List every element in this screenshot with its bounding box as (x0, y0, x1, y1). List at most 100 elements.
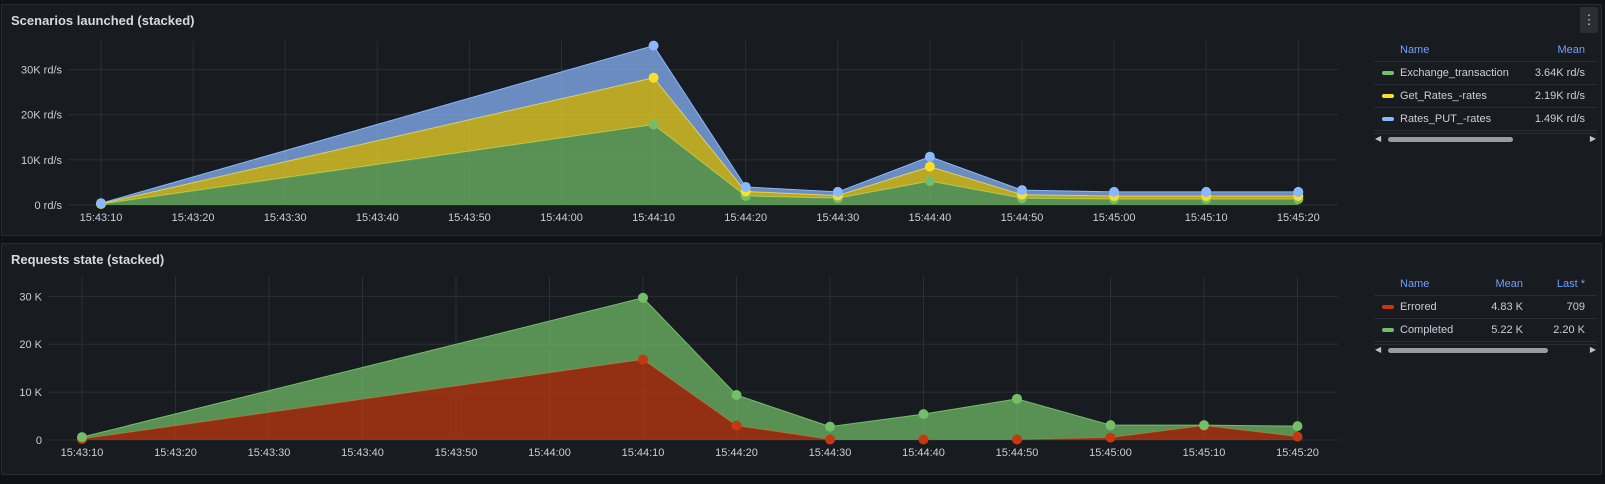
data-point-2 (648, 40, 659, 51)
x-tick-label: 15:44:10 (622, 447, 665, 459)
x-tick-label: 15:43:20 (154, 447, 197, 459)
legend-horizontal-scrollbar[interactable]: ◀ ▶ (1374, 133, 1597, 144)
data-point-1 (825, 421, 835, 432)
y-tick-label: 20K rd/s (21, 110, 62, 122)
scenarios-launched-panel: Scenarios launched (stacked) ⋮ 0 rd/s 10K… (1, 4, 1602, 236)
legend-header-mean[interactable]: Mean (1557, 44, 1585, 56)
x-tick-label: 15:44:30 (809, 447, 852, 459)
requests-state-panel: Requests state (stacked) 0 10 K 20 K 30 K 15… (1, 243, 1602, 475)
legend-horizontal-scrollbar[interactable]: ◀ ▶ (1374, 344, 1597, 355)
x-tick-label: 15:43:10 (80, 212, 123, 224)
x-tick-label: 15:44:00 (540, 212, 583, 224)
panel-title: Scenarios launched (stacked) (11, 13, 195, 28)
x-tick-label: 15:45:20 (1277, 212, 1320, 224)
series-color-swatch (1382, 94, 1394, 98)
legend-series-mean: 2.19K rd/s (1534, 90, 1585, 102)
scroll-right-icon[interactable]: ▶ (1589, 345, 1596, 354)
data-point-0 (1292, 431, 1303, 442)
series-area-0 (101, 124, 1299, 205)
data-point-2 (96, 198, 106, 209)
legend-row-exchange-transaction[interactable]: Exchange_transaction 3.64K rd/s (1374, 62, 1597, 85)
data-point-0 (638, 354, 648, 365)
series-color-swatch (1382, 305, 1394, 309)
data-point-1 (1199, 420, 1209, 431)
scenarios-launched-chart[interactable]: 0 rd/s 10K rd/s 20K rd/s 30K rd/s 15:43:10 15… (2, 5, 1347, 237)
data-point-1 (731, 389, 742, 400)
legend-header-mean[interactable]: Mean (1495, 278, 1523, 290)
x-tick-label: 15:43:20 (172, 212, 215, 224)
legend-header-name[interactable]: Name (1400, 44, 1430, 56)
data-point-2 (740, 181, 751, 192)
data-point-1 (1012, 393, 1022, 404)
legend-header: Name Mean Last * (1374, 273, 1597, 296)
data-point-0 (924, 176, 935, 187)
x-tick-label: 15:44:00 (528, 447, 571, 459)
series-area-2 (101, 45, 1299, 204)
legend-row-errored[interactable]: Errored 4.83 K 709 (1374, 296, 1597, 319)
y-tick-label: 30K rd/s (21, 65, 62, 77)
x-tick-label: 15:43:30 (248, 447, 291, 459)
legend-series-last: 709 (1566, 301, 1585, 313)
legend-row-get-rates[interactable]: Get_Rates_-rates 2.19K rd/s (1374, 85, 1597, 108)
legend-series-name: Completed (1400, 324, 1454, 336)
kebab-menu-icon[interactable]: ⋮ (1580, 7, 1598, 33)
data-point-0 (825, 434, 835, 445)
data-point-1 (1105, 420, 1116, 431)
data-point-0 (731, 420, 742, 431)
x-tick-label: 15:43:30 (264, 212, 307, 224)
y-tick-label: 20 K (19, 339, 42, 351)
x-tick-label: 15:43:10 (61, 447, 104, 459)
x-tick-label: 15:44:20 (715, 447, 758, 459)
data-point-0 (648, 119, 659, 130)
legend-series-last: 2.20 K (1553, 324, 1585, 336)
chart-legend: Name Mean Exchange_transaction 3.64K rd/… (1374, 39, 1597, 144)
data-point-2 (1293, 186, 1304, 197)
legend-series-mean: 3.64K rd/s (1534, 67, 1585, 79)
legend-header-name[interactable]: Name (1400, 278, 1430, 290)
data-point-0 (918, 434, 929, 445)
x-tick-label: 15:44:10 (632, 212, 675, 224)
series-color-swatch (1382, 117, 1394, 121)
y-tick-label: 10K rd/s (21, 155, 62, 167)
x-tick-label: 15:45:20 (1276, 447, 1319, 459)
legend-series-mean: 5.22 K (1491, 324, 1523, 336)
scroll-left-icon[interactable]: ◀ (1375, 345, 1382, 354)
legend-row-rates-put[interactable]: Rates_PUT_-rates 1.49K rd/s (1374, 108, 1597, 131)
data-point-2 (1017, 185, 1027, 196)
legend-header-last[interactable]: Last * (1556, 278, 1585, 290)
x-tick-label: 15:45:00 (1093, 212, 1136, 224)
x-tick-label: 15:43:50 (448, 212, 491, 224)
data-point-2 (832, 186, 843, 197)
legend-series-name: Get_Rates_-rates (1400, 90, 1487, 102)
legend-series-name: Errored (1400, 301, 1437, 313)
data-point-1 (918, 409, 929, 420)
x-tick-label: 15:43:50 (435, 447, 478, 459)
series-area-1 (82, 297, 1298, 440)
scrollbar-thumb[interactable] (1388, 137, 1513, 142)
requests-state-chart[interactable]: 0 10 K 20 K 30 K 15:43:10 15:43:20 15:43:30 15:… (2, 244, 1347, 476)
legend-row-completed[interactable]: Completed 5.22 K 2.20 K (1374, 319, 1597, 342)
data-point-1 (1292, 421, 1303, 432)
panel-title: Requests state (stacked) (11, 252, 165, 267)
x-tick-label: 15:45:10 (1185, 212, 1228, 224)
x-tick-label: 15:44:40 (902, 447, 945, 459)
legend-series-name: Exchange_transaction (1400, 67, 1509, 79)
legend-series-name: Rates_PUT_-rates (1400, 113, 1492, 125)
x-tick-label: 15:44:20 (724, 212, 767, 224)
x-tick-label: 15:43:40 (341, 447, 384, 459)
series-color-swatch (1382, 328, 1394, 332)
y-tick-label: 10 K (19, 387, 42, 399)
data-point-0 (1105, 432, 1116, 443)
scroll-left-icon[interactable]: ◀ (1375, 134, 1382, 143)
scroll-right-icon[interactable]: ▶ (1589, 134, 1596, 143)
data-point-1 (648, 72, 659, 83)
chart-legend: Name Mean Last * Errored 4.83 K 709 Comp… (1374, 273, 1597, 355)
x-tick-label: 15:43:40 (356, 212, 399, 224)
x-tick-label: 15:44:50 (996, 447, 1039, 459)
series-area-0 (82, 359, 1298, 440)
data-point-2 (1109, 186, 1120, 197)
x-tick-label: 15:45:00 (1089, 447, 1132, 459)
x-tick-label: 15:44:50 (1001, 212, 1044, 224)
legend-series-mean: 1.49K rd/s (1534, 113, 1585, 125)
scrollbar-thumb[interactable] (1388, 348, 1548, 353)
